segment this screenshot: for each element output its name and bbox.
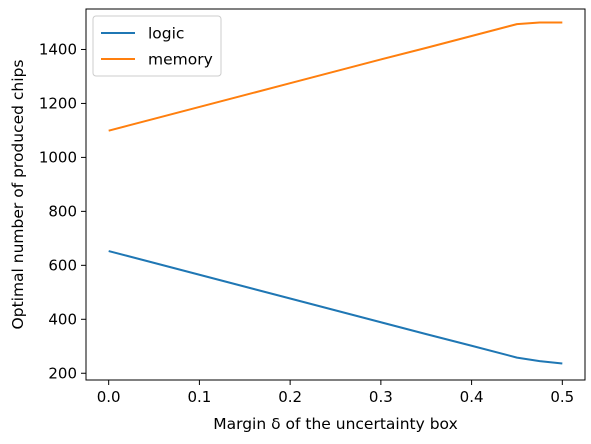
- y-tick-label: 600: [48, 256, 77, 274]
- y-tick-label: 200: [48, 364, 77, 382]
- x-tick-label: 0.0: [97, 388, 121, 406]
- x-axis-label: Margin δ of the uncertainty box: [213, 415, 458, 433]
- y-tick-label: 1000: [39, 148, 77, 166]
- y-tick-label: 800: [48, 202, 77, 220]
- legend: logic memory: [93, 16, 221, 76]
- x-tick-label: 0.2: [278, 388, 302, 406]
- x-tick-label: 0.5: [550, 388, 574, 406]
- x-tick-label: 0.4: [460, 388, 484, 406]
- x-tick-label: 0.3: [369, 388, 393, 406]
- x-tick-label: 0.1: [187, 388, 211, 406]
- y-tick-label: 400: [48, 310, 77, 328]
- legend-label-logic: logic: [148, 25, 184, 43]
- y-tick-label: 1200: [39, 94, 77, 112]
- series-line-logic: [109, 251, 563, 364]
- y-axis: 200 400 600 800 1000 1200 1400: [39, 40, 86, 382]
- x-axis: 0.0 0.1 0.2 0.3 0.4 0.5: [97, 380, 574, 406]
- y-axis-label: Optimal number of produced chips: [9, 60, 27, 330]
- y-tick-label: 1400: [39, 40, 77, 58]
- legend-label-memory: memory: [148, 51, 213, 69]
